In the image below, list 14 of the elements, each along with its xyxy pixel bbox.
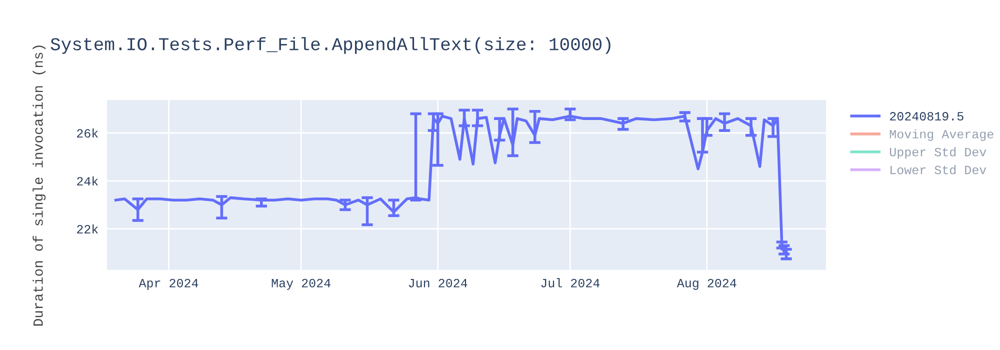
chart-title: System.IO.Tests.Perf_File.AppendAllText(size: 10000) (50, 37, 610, 54)
legend-label: Lower Std Dev (890, 165, 986, 174)
y-tick-label: 22k (77, 224, 98, 234)
x-tick-label: Jun 2024 (408, 278, 468, 288)
x-tick-label: May 2024 (272, 278, 330, 290)
legend-label: 20240819.5 (890, 112, 964, 121)
legend-label: Moving Average (890, 129, 994, 141)
y-axis-title: Duration of single invocation (ns) (32, 46, 46, 326)
y-tick-label: 24k (77, 176, 98, 186)
legend-label: Upper Std Dev (890, 147, 986, 159)
y-tick-label: 26k (77, 128, 98, 138)
x-tick-label: Jul 2024 (541, 278, 600, 288)
x-tick-label: Apr 2024 (138, 278, 198, 290)
x-tick-label: Aug 2024 (676, 278, 736, 290)
